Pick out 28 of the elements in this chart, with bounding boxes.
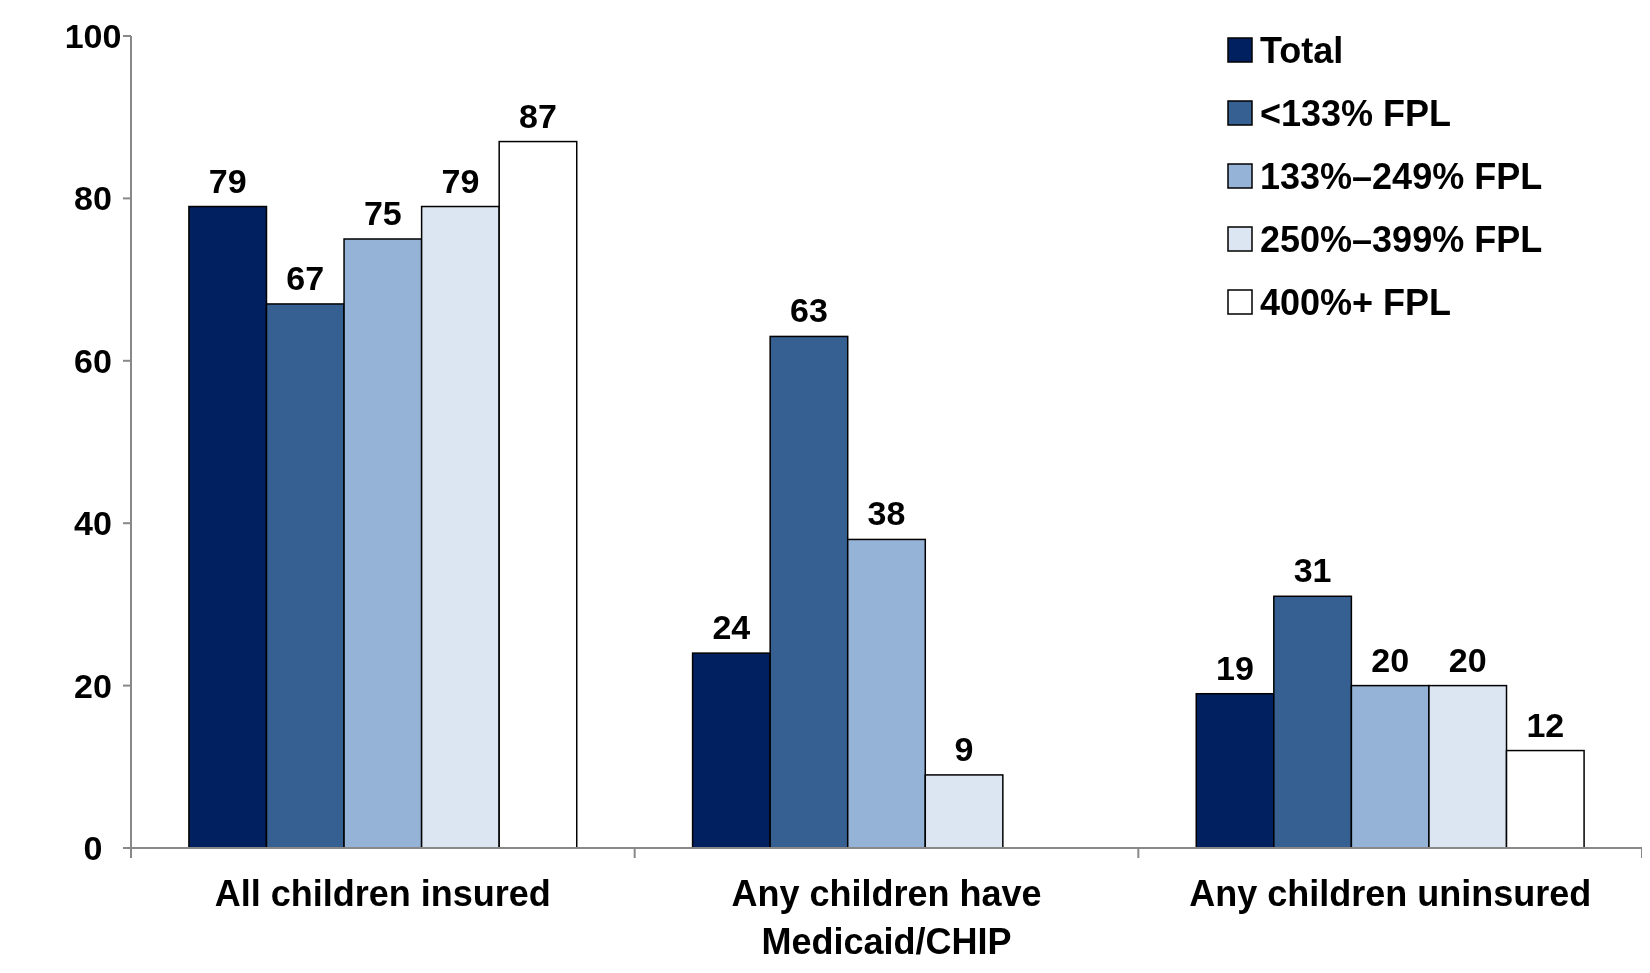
legend-label: Total [1260,29,1344,71]
data-label: 24 [712,608,751,647]
legend-label: 133%–249% FPL [1260,155,1543,197]
y-tick-label: 60 [74,341,112,380]
data-label: 67 [286,258,325,297]
data-label: 38 [867,494,906,533]
y-tick-label: 80 [74,179,112,218]
data-label: 9 [954,729,974,768]
legend-label: 250%–399% FPL [1260,218,1543,260]
data-label: 87 [519,96,557,135]
data-label: 19 [1216,648,1254,687]
data-label: 31 [1293,551,1332,590]
y-tick-label: 100 [64,16,122,55]
legend-label: <133% FPL [1260,92,1452,134]
data-label: 20 [1371,640,1410,679]
x-tick-label: Any children uninsured [1189,873,1592,914]
data-label: 20 [1448,640,1487,679]
data-label: 63 [790,291,828,330]
y-tick-label: 20 [74,666,112,705]
y-tick-label: 40 [74,504,112,543]
data-label: 79 [208,161,247,200]
data-label: 75 [363,194,402,232]
x-tick-label: Any children have Medicaid/CHIP [731,873,1042,962]
x-tick-label: All children insured [214,873,551,914]
data-label: 79 [441,161,480,200]
data-label: 12 [1526,705,1565,744]
legend-label: 400%+ FPL [1260,281,1452,323]
y-tick-label: 0 [83,828,103,867]
